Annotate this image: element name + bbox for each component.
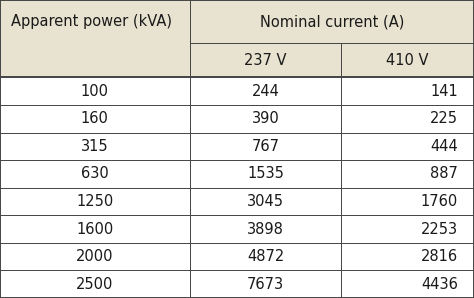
Bar <box>0 215 474 243</box>
Text: 444: 444 <box>430 139 458 154</box>
Bar <box>190 43 341 77</box>
Bar <box>0 160 474 188</box>
Text: 4436: 4436 <box>421 277 458 292</box>
Bar <box>0 43 190 77</box>
Bar <box>0 188 474 215</box>
Text: 1760: 1760 <box>421 194 458 209</box>
Text: 887: 887 <box>430 167 458 181</box>
Bar <box>0 77 474 105</box>
Text: Nominal current (A): Nominal current (A) <box>260 14 404 29</box>
Bar <box>0 271 474 298</box>
Bar <box>0 0 190 43</box>
Text: 7673: 7673 <box>247 277 284 292</box>
Text: 4872: 4872 <box>247 249 284 264</box>
Text: 3045: 3045 <box>247 194 284 209</box>
Text: 244: 244 <box>252 84 279 99</box>
Bar <box>0 243 474 271</box>
Bar <box>190 0 474 43</box>
Text: 1535: 1535 <box>247 167 284 181</box>
Text: 141: 141 <box>430 84 458 99</box>
Bar <box>0 105 474 133</box>
Text: 3898: 3898 <box>247 222 284 237</box>
Text: 630: 630 <box>81 167 109 181</box>
Text: 1250: 1250 <box>76 194 113 209</box>
Text: 2000: 2000 <box>76 249 114 264</box>
Text: 1600: 1600 <box>76 222 113 237</box>
Text: 237 V: 237 V <box>244 53 287 68</box>
Text: 225: 225 <box>430 111 458 126</box>
Text: 390: 390 <box>252 111 279 126</box>
Text: Apparent power (kVA): Apparent power (kVA) <box>11 14 173 29</box>
Text: 2500: 2500 <box>76 277 113 292</box>
Text: 100: 100 <box>81 84 109 99</box>
Bar <box>341 43 474 77</box>
Bar <box>0 133 474 160</box>
Text: 2816: 2816 <box>421 249 458 264</box>
Text: 315: 315 <box>81 139 109 154</box>
Text: 767: 767 <box>251 139 280 154</box>
Text: 410 V: 410 V <box>386 53 429 68</box>
Text: 2253: 2253 <box>421 222 458 237</box>
Text: 160: 160 <box>81 111 109 126</box>
